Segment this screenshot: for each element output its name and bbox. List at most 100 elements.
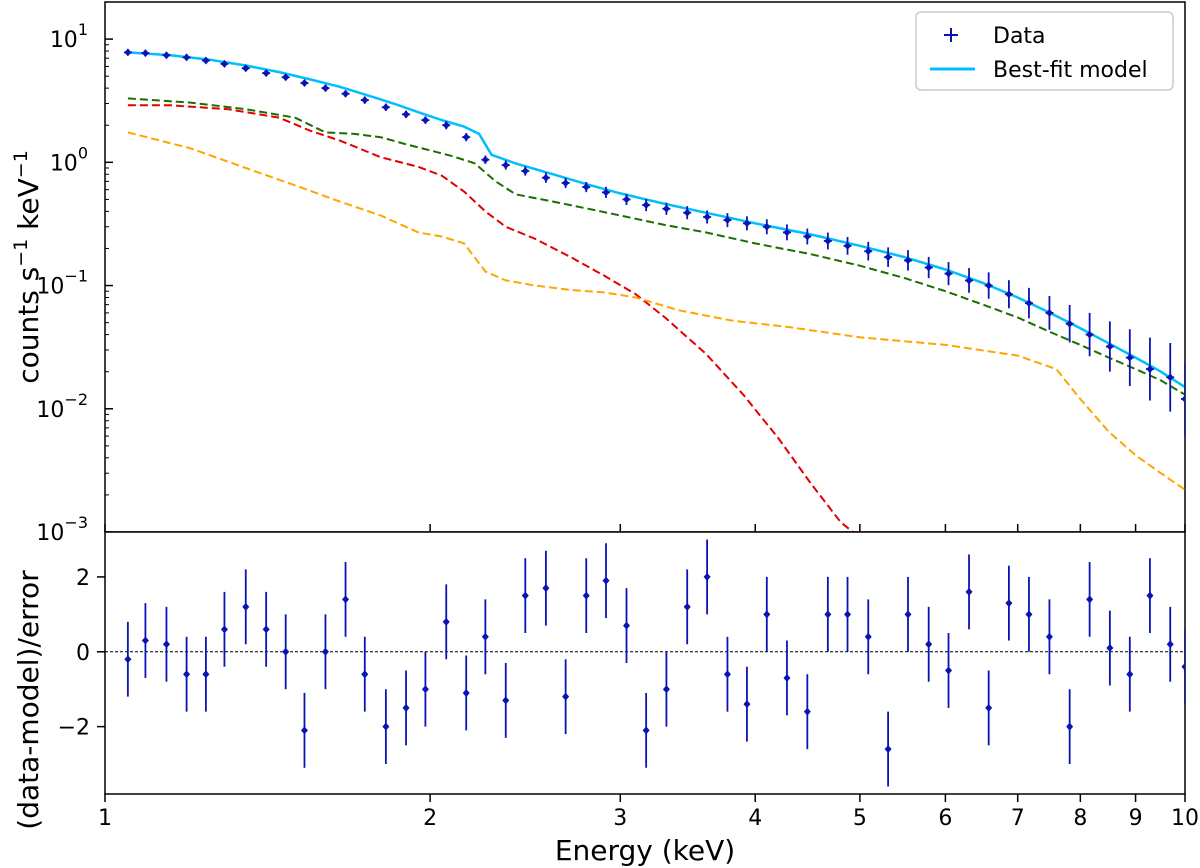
residual-point	[662, 651, 670, 727]
series-line-component-3	[127, 131, 1185, 491]
data-point	[984, 272, 993, 299]
data-point	[1004, 280, 1013, 309]
legend-data-label: Data	[993, 24, 1046, 49]
residual-point	[623, 588, 631, 663]
data-point	[782, 224, 791, 241]
residual-point	[602, 543, 610, 619]
legend: Data Best-fit model	[915, 11, 1174, 91]
residual-point	[220, 591, 228, 667]
residual-point	[1025, 576, 1033, 652]
data-point	[622, 193, 631, 206]
data-point	[300, 79, 309, 88]
residual-point	[1086, 561, 1094, 637]
data-point	[864, 241, 873, 261]
data-point	[501, 160, 510, 170]
data-point	[582, 181, 591, 193]
data-point	[541, 172, 550, 183]
y-tick-label: 0	[76, 641, 90, 666]
residual-point	[1005, 565, 1013, 641]
spectrum-series	[123, 48, 1185, 532]
residual-point	[202, 636, 210, 712]
x-tick-label: 8	[1073, 806, 1087, 831]
data-point	[642, 198, 651, 212]
y-tick-label: 2	[76, 566, 90, 591]
residual-point	[542, 550, 550, 626]
residual-point	[1066, 689, 1074, 765]
data-point	[360, 96, 369, 105]
data-point	[884, 247, 893, 267]
residual-point	[421, 651, 429, 727]
residual-point	[282, 614, 290, 690]
x-tick-label: 5	[853, 806, 867, 831]
data-point	[262, 69, 271, 78]
y-tick-label: 101	[50, 20, 88, 53]
data-point	[703, 210, 712, 224]
data-point	[220, 59, 229, 68]
data-point	[803, 228, 812, 245]
residual-point	[342, 561, 350, 637]
residual-point	[402, 670, 410, 746]
spectrum-y-axis: 101 100 10−1 10−2 10−3	[36, 1, 113, 546]
x-tick-label: 7	[1011, 806, 1025, 831]
data-point	[683, 206, 692, 220]
residual-point	[502, 663, 510, 738]
residual-point	[985, 670, 993, 746]
x-tick-label: 10	[1171, 806, 1199, 831]
data-point	[1166, 342, 1175, 412]
residual-point	[743, 666, 751, 742]
residual-point	[162, 606, 170, 682]
legend-model-label: Best-fit model	[993, 58, 1148, 83]
residual-point	[783, 640, 791, 716]
data-point	[241, 64, 250, 73]
data-point	[843, 236, 852, 255]
residual-point	[321, 614, 329, 690]
data-point	[442, 121, 451, 130]
series-line-component-2	[127, 104, 855, 532]
data-point	[1181, 361, 1185, 437]
y-tick-label: 100	[50, 143, 88, 176]
data-point	[381, 103, 390, 112]
residual-point	[481, 599, 489, 675]
data-point	[1065, 304, 1074, 343]
data-point	[402, 110, 411, 119]
residual-point	[1126, 636, 1134, 712]
data-point	[602, 186, 611, 198]
residual-y-axis-title: (data-model)/error	[12, 570, 45, 830]
residual-point	[1166, 606, 1174, 682]
data-point	[723, 213, 732, 228]
residual-point	[683, 569, 691, 645]
x-tick-label: 1	[98, 806, 112, 831]
x-axis-title: Energy (keV)	[555, 834, 735, 867]
residual-point	[183, 636, 191, 712]
data-point	[1145, 337, 1154, 401]
residual-point	[361, 636, 369, 712]
residual-point	[945, 633, 953, 708]
residual-point	[462, 655, 470, 731]
residual-point	[141, 603, 149, 678]
data-point	[421, 116, 430, 125]
data-point	[281, 73, 290, 82]
residual-point	[124, 621, 132, 697]
residual-point	[703, 539, 711, 615]
residual-series	[124, 539, 1185, 787]
data-point	[944, 262, 953, 286]
residual-point	[884, 711, 892, 787]
residual-panel: 1 2 3 4 5 6 7 8 9 10 2 0 −2 (data-model)/error Energ…	[12, 531, 1199, 867]
data-point	[321, 84, 330, 93]
data-point	[924, 256, 933, 279]
data-point	[742, 216, 751, 231]
data-point	[1125, 329, 1134, 387]
residual-point	[642, 692, 650, 768]
data-point	[965, 268, 974, 293]
data-point	[1024, 287, 1033, 319]
x-tick-label: 2	[423, 806, 437, 831]
data-point	[341, 89, 350, 98]
data-point	[561, 177, 570, 189]
data-point	[481, 155, 490, 164]
series-line-component-1	[127, 97, 1185, 396]
data-point	[182, 53, 191, 62]
data-point	[1105, 321, 1114, 372]
residual-point	[521, 558, 529, 634]
data-point	[462, 133, 471, 142]
